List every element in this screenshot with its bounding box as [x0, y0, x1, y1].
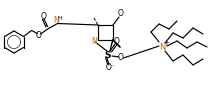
Text: N: N: [159, 42, 165, 52]
Text: O: O: [114, 38, 120, 46]
Text: N: N: [91, 36, 97, 45]
Text: O: O: [36, 30, 42, 39]
Text: O: O: [118, 9, 124, 17]
Text: S: S: [105, 51, 111, 59]
Text: H: H: [58, 16, 62, 22]
Text: +: +: [163, 40, 169, 46]
Text: O: O: [118, 54, 124, 62]
Text: O: O: [106, 64, 112, 72]
Text: N: N: [54, 16, 59, 25]
Text: ⁻: ⁻: [111, 65, 114, 71]
Text: O: O: [40, 12, 46, 21]
